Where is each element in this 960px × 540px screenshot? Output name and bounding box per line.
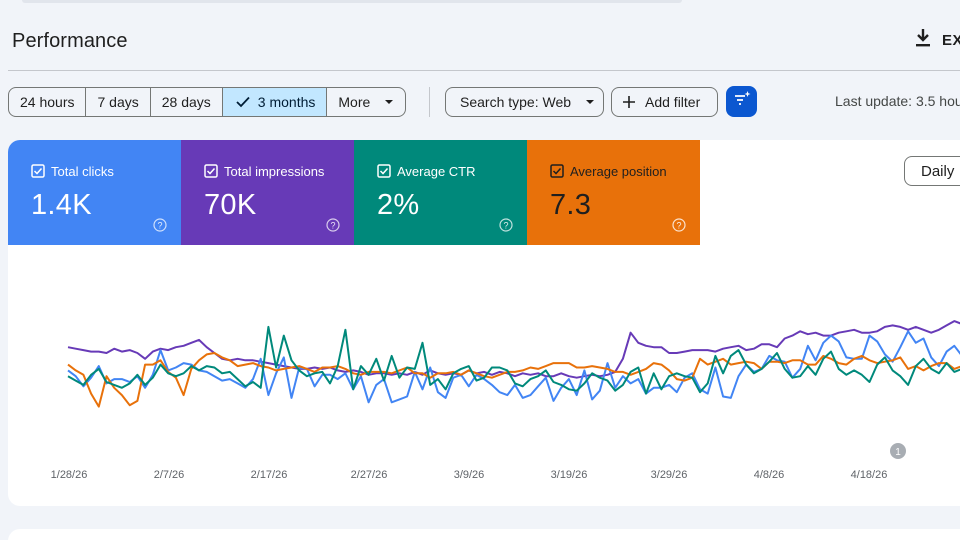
chevron-down-icon <box>384 99 394 105</box>
header-divider <box>8 70 960 71</box>
annotation-marker[interactable]: 1 <box>890 443 906 459</box>
search-type-label: Search type: Web <box>460 94 572 110</box>
page-title: Performance <box>12 30 128 52</box>
metric-value: 70K <box>204 189 257 221</box>
metric-label: Total impressions <box>224 164 325 179</box>
metric-total-clicks[interactable]: Total clicks 1.4K ? <box>8 140 181 245</box>
x-tick-label: 2/17/26 <box>251 469 288 481</box>
svg-text:?: ? <box>330 220 335 230</box>
series-line-2 <box>67 352 960 408</box>
help-circle-icon[interactable]: ? <box>672 218 686 232</box>
series-line-1 <box>67 330 960 404</box>
search-type-dropdown[interactable]: Search type: Web <box>445 87 604 117</box>
range-3-months[interactable]: 3 months <box>222 88 328 116</box>
granularity-label: Daily <box>921 162 955 180</box>
x-tick-label: 2/7/26 <box>154 469 185 481</box>
toolbar-separator <box>429 87 430 117</box>
next-card <box>8 529 960 540</box>
svg-text:?: ? <box>503 220 508 230</box>
date-range-selector: 24 hours 7 days 28 days 3 months More <box>8 87 407 117</box>
x-tick-label: 3/9/26 <box>454 469 485 481</box>
x-tick-label: 4/18/26 <box>851 469 888 481</box>
metric-label: Total clicks <box>51 164 114 179</box>
download-icon <box>914 28 932 53</box>
checkbox-checked-icon[interactable] <box>550 164 564 178</box>
x-tick-label: 4/8/26 <box>754 469 785 481</box>
granularity-dropdown[interactable]: Daily <box>904 156 960 186</box>
range-label: 28 days <box>161 94 211 110</box>
help-circle-icon[interactable]: ? <box>153 218 167 232</box>
range-7-days[interactable]: 7 days <box>86 88 151 116</box>
metric-value: 7.3 <box>550 189 592 221</box>
x-tick-label: 2/27/26 <box>351 469 388 481</box>
metric-value: 2% <box>377 189 420 221</box>
checkbox-checked-icon[interactable] <box>377 164 391 178</box>
range-28-days[interactable]: 28 days <box>151 88 223 116</box>
add-filter-label: Add filter <box>645 94 701 110</box>
help-circle-icon[interactable]: ? <box>326 218 340 232</box>
metric-label: Average position <box>570 164 667 179</box>
check-icon <box>236 96 250 108</box>
x-tick-label: 3/29/26 <box>651 469 688 481</box>
export-label: EX <box>942 31 960 49</box>
metric-average-position[interactable]: Average position 7.3 ? <box>527 140 700 245</box>
plus-icon <box>622 95 636 109</box>
x-tick-label: 3/19/26 <box>551 469 588 481</box>
checkbox-checked-icon[interactable] <box>204 164 218 178</box>
filter-sparkle-icon <box>732 89 752 114</box>
range-label: 24 hours <box>20 94 75 110</box>
range-label: 7 days <box>97 94 139 110</box>
metric-total-impressions[interactable]: Total impressions 70K ? <box>181 140 354 245</box>
range-24-hours[interactable]: 24 hours <box>9 88 87 116</box>
top-strip <box>22 0 682 3</box>
chevron-down-icon <box>585 99 595 105</box>
range-label: 3 months <box>257 94 316 110</box>
help-circle-icon[interactable]: ? <box>499 218 513 232</box>
annotation-marker-label: 1 <box>895 447 901 458</box>
svg-text:?: ? <box>676 220 681 230</box>
range-label: More <box>338 94 371 110</box>
last-update-text: Last update: 3.5 hou <box>835 93 960 109</box>
x-tick-label: 1/28/26 <box>51 469 88 481</box>
add-filter-button[interactable]: Add filter <box>611 87 718 117</box>
checkbox-checked-icon[interactable] <box>31 164 45 178</box>
range-more-dropdown[interactable]: More <box>327 88 405 116</box>
performance-line-chart: 1/28/26 2/7/26 2/17/26 2/27/26 3/9/26 3/19/26… <box>51 320 960 481</box>
export-button[interactable]: EX <box>914 28 960 52</box>
performance-card: Total clicks 1.4K ? Total impressions 70… <box>8 140 960 506</box>
metric-label: Average CTR <box>397 164 476 179</box>
metric-value: 1.4K <box>31 189 92 221</box>
svg-text:?: ? <box>157 220 162 230</box>
filter-settings-button[interactable] <box>726 86 757 117</box>
series-line-3 <box>67 325 960 395</box>
metric-average-ctr[interactable]: Average CTR 2% ? <box>354 140 527 245</box>
